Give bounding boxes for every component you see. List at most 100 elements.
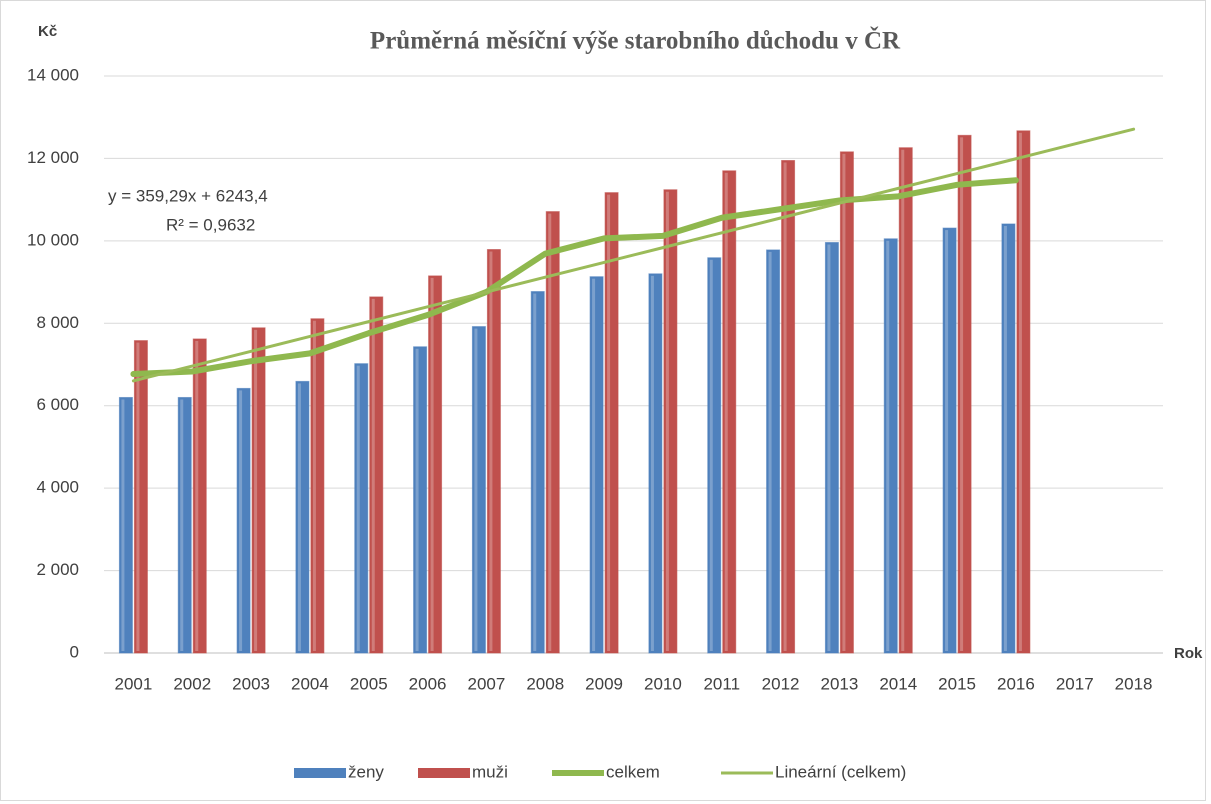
- x-axis-label: Rok: [1174, 645, 1203, 662]
- bar: [486, 249, 501, 654]
- x-tick-label: 2011: [703, 674, 740, 693]
- bar: [766, 249, 781, 654]
- bar-highlight: [297, 383, 301, 651]
- bar-highlight: [665, 191, 669, 651]
- bar: [1001, 223, 1016, 654]
- bar: [648, 273, 663, 654]
- x-tick-label: 2017: [1056, 674, 1094, 693]
- x-tick-label: 2001: [115, 674, 153, 693]
- bar-highlight: [592, 278, 596, 651]
- bar: [722, 170, 737, 654]
- bar: [530, 291, 545, 654]
- bar: [236, 387, 251, 654]
- bar-highlight: [136, 342, 140, 651]
- bar: [898, 147, 913, 654]
- bar-highlight: [180, 399, 184, 651]
- x-tick-label: 2014: [879, 674, 917, 693]
- x-tick-label: 2015: [938, 674, 976, 693]
- line: [130, 177, 1019, 377]
- x-tick-label: 2007: [468, 674, 506, 693]
- legend-swatch: [294, 768, 346, 778]
- bar-highlight: [533, 293, 537, 651]
- bar-highlight: [783, 162, 787, 651]
- trend-line: [131, 127, 1136, 383]
- bar: [295, 380, 310, 654]
- x-tick-label: 2008: [526, 674, 564, 693]
- x-tick-label: 2003: [232, 674, 270, 693]
- x-tick-label: 2005: [350, 674, 388, 693]
- bar-highlight: [945, 230, 949, 651]
- x-tick-label: 2012: [762, 674, 800, 693]
- bar-highlight: [121, 399, 125, 651]
- x-tick-label: 2016: [997, 674, 1035, 693]
- bar: [781, 159, 796, 654]
- bar-highlight: [371, 298, 375, 651]
- bar-highlight: [709, 259, 713, 651]
- bar-highlight: [312, 320, 316, 651]
- y-tick-label: 12 000: [27, 148, 79, 167]
- bar: [589, 276, 604, 654]
- y-tick-label: 10 000: [27, 230, 79, 249]
- bar: [133, 340, 148, 654]
- bar: [839, 151, 854, 654]
- bar: [177, 396, 192, 654]
- x-tick-label: 2018: [1115, 674, 1153, 693]
- bar-highlight: [960, 137, 964, 651]
- trend-r2: R² = 0,9632: [166, 215, 255, 234]
- bar-highlight: [886, 240, 890, 651]
- bar: [251, 327, 266, 654]
- trend-equation: y = 359,29x + 6243,4: [108, 186, 268, 205]
- bar: [369, 296, 384, 654]
- bar: [471, 326, 486, 654]
- bar: [663, 189, 678, 654]
- y-tick-label: 0: [70, 642, 79, 661]
- y-tick-label: 6 000: [36, 395, 79, 414]
- bar: [604, 192, 619, 654]
- bar-highlight: [474, 328, 478, 651]
- legend-swatch: [418, 768, 470, 778]
- bar-highlight: [195, 340, 199, 651]
- bar-highlight: [724, 172, 728, 652]
- bar: [118, 396, 133, 654]
- legend-label: Lineární (celkem): [775, 762, 906, 781]
- x-tick-label: 2009: [585, 674, 623, 693]
- bar-highlight: [548, 213, 552, 651]
- legend-label: muži: [472, 762, 508, 781]
- bar: [942, 227, 957, 654]
- bar-highlight: [356, 365, 360, 651]
- bar-highlight: [254, 329, 258, 651]
- bar-highlight: [768, 251, 772, 651]
- bar: [428, 275, 443, 654]
- x-tick-label: 2013: [821, 674, 859, 693]
- legend-label: celkem: [606, 762, 660, 781]
- bar-highlight: [1018, 132, 1022, 651]
- y-axis-label: Kč: [38, 23, 57, 40]
- bar: [1016, 130, 1031, 654]
- y-tick-label: 4 000: [36, 478, 79, 497]
- bar: [413, 346, 428, 654]
- bar-highlight: [827, 244, 831, 651]
- chart-title: Průměrná měsíční výše starobního důchodu…: [370, 26, 901, 55]
- y-tick-label: 2 000: [36, 560, 79, 579]
- x-tick-label: 2006: [409, 674, 447, 693]
- bar-highlight: [650, 275, 654, 651]
- bar-highlight: [489, 251, 493, 651]
- bar: [545, 211, 560, 654]
- bar-highlight: [901, 149, 905, 651]
- y-tick-label: 8 000: [36, 313, 79, 332]
- legend-label: ženy: [348, 762, 384, 781]
- x-tick-label: 2004: [291, 674, 329, 693]
- bar-highlight: [607, 194, 611, 652]
- bar-highlight: [842, 153, 846, 651]
- bar: [310, 318, 325, 654]
- bar: [354, 363, 369, 654]
- bar-highlight: [1003, 225, 1007, 651]
- bar-highlight: [239, 390, 243, 651]
- bar: [707, 257, 722, 654]
- bar: [824, 242, 839, 654]
- bar-highlight: [415, 348, 419, 651]
- y-tick-label: 14 000: [27, 65, 79, 84]
- bar-highlight: [430, 277, 434, 651]
- x-tick-label: 2002: [173, 674, 211, 693]
